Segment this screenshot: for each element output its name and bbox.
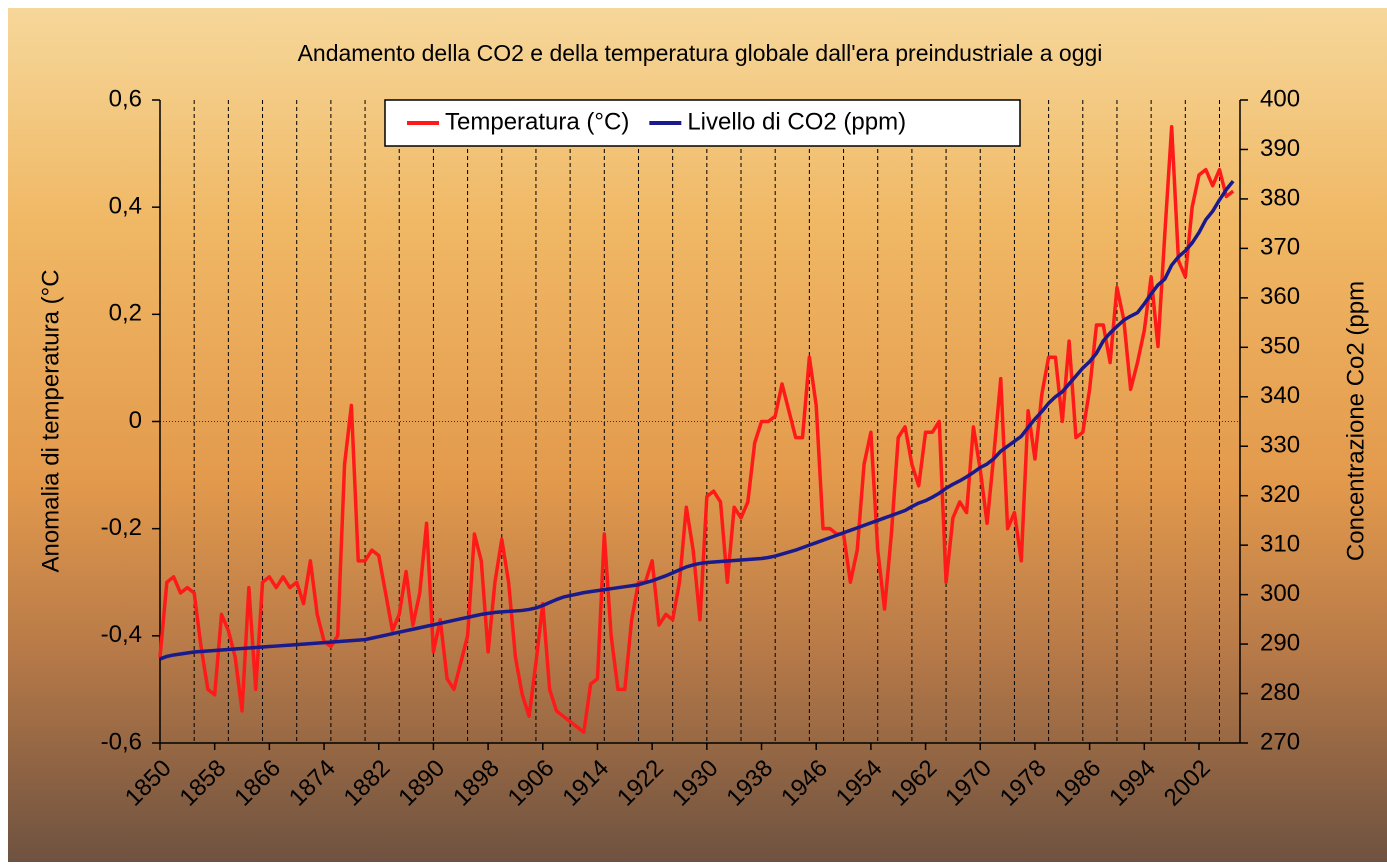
y2-tick-label: 320 <box>1260 481 1300 508</box>
y2-tick-label: 350 <box>1260 333 1300 360</box>
legend-label: Livello di CO2 (ppm) <box>687 108 906 135</box>
y2-axis-label: Concentrazione Co2 (ppm <box>1342 281 1369 561</box>
y-tick-label: 0 <box>129 407 142 434</box>
legend: Temperatura (°C) Livello di CO2 (ppm) <box>384 99 1021 147</box>
y2-tick-label: 370 <box>1260 234 1300 261</box>
y2-tick-label: 340 <box>1260 382 1300 409</box>
series-line <box>158 125 1235 735</box>
y-axis-label: Anomalia di temperatura (°C <box>37 269 64 572</box>
y2-tick-label: 330 <box>1260 432 1300 459</box>
chart-title: Andamento della CO2 e della temperatura … <box>298 40 1103 66</box>
y-tick-label: 0,6 <box>109 85 142 112</box>
y-tick-label: -0,4 <box>101 621 142 648</box>
y-tick-label: -0,6 <box>101 728 142 755</box>
y-tick-label: -0,2 <box>101 514 142 541</box>
y2-tick-label: 360 <box>1260 283 1300 310</box>
y-tick-label: 0,4 <box>109 193 142 220</box>
y2-tick-label: 310 <box>1260 530 1300 557</box>
y2-tick-label: 400 <box>1260 85 1300 112</box>
y2-tick-label: 270 <box>1260 728 1300 755</box>
legend-label: Temperatura (°C) <box>445 108 629 135</box>
y2-tick-label: 280 <box>1260 679 1300 706</box>
background <box>8 8 1387 862</box>
y2-tick-label: 390 <box>1260 135 1300 162</box>
y2-tick-label: 380 <box>1260 184 1300 211</box>
y2-tick-label: 290 <box>1260 629 1300 656</box>
y2-tick-label: 300 <box>1260 580 1300 607</box>
legend-box <box>384 99 1021 147</box>
y-tick-label: 0,2 <box>109 300 142 327</box>
series-line <box>159 180 1235 661</box>
